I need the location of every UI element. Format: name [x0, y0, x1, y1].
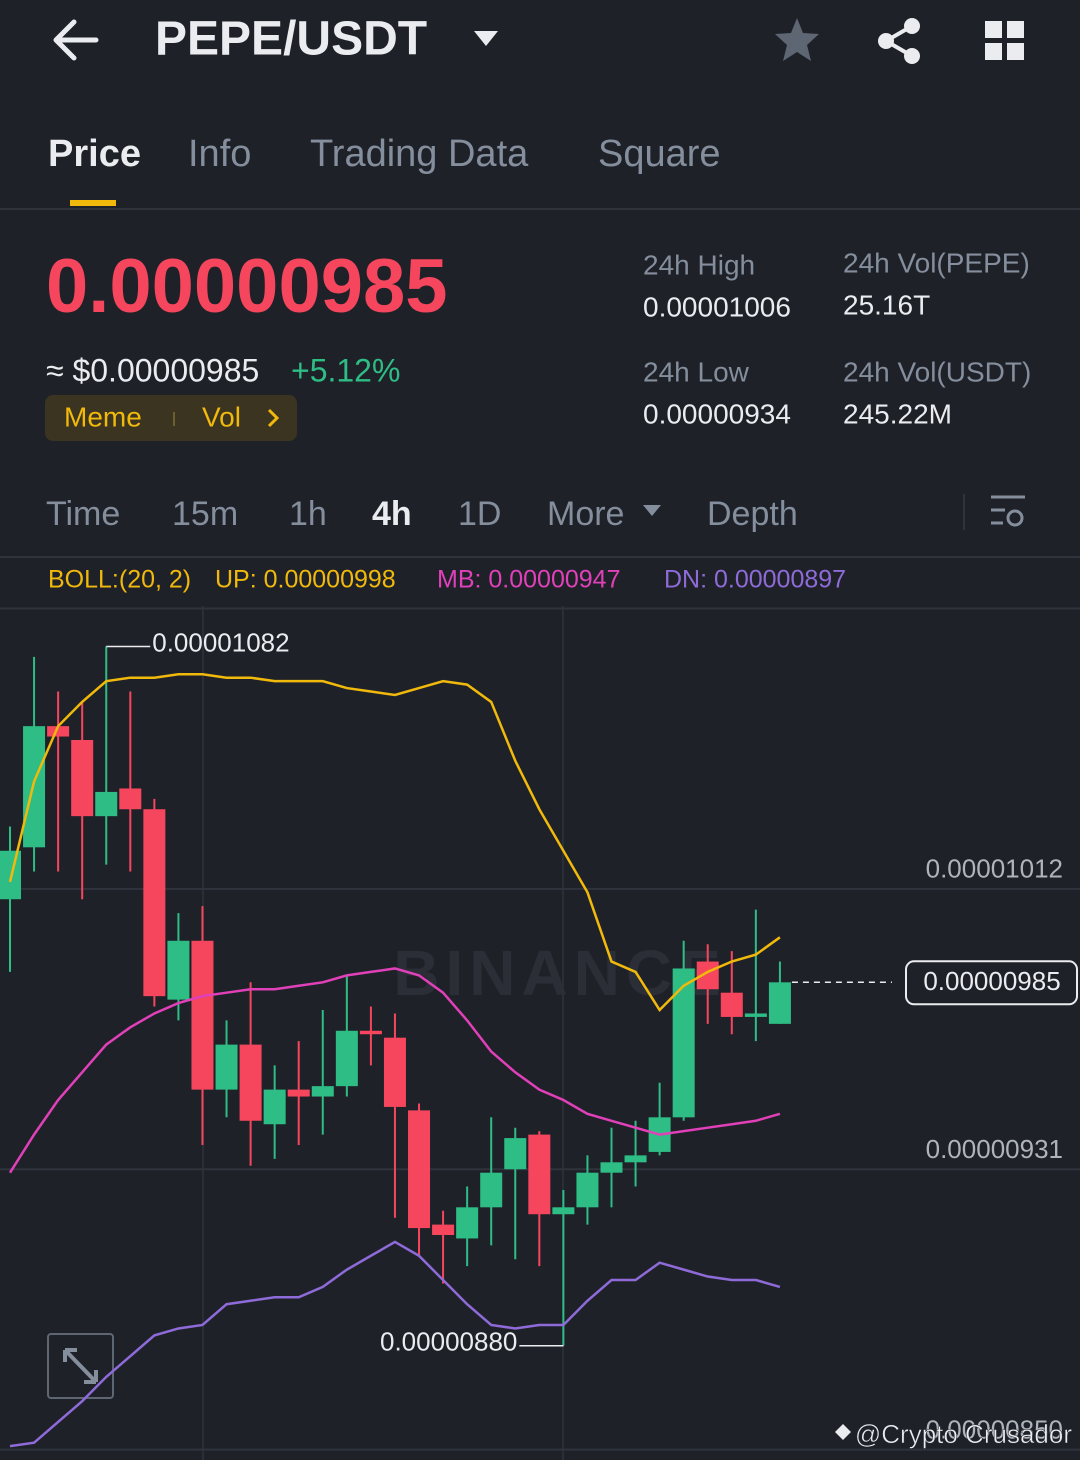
interval[interactable]: 1h: [289, 495, 327, 533]
stat-value: 25.16T: [843, 289, 930, 320]
indicator-label: BOLL:(20, 2): [48, 566, 191, 594]
candle-body: [47, 726, 70, 737]
tag-box[interactable]: [45, 395, 297, 441]
price-change: +5.12%: [291, 352, 400, 388]
stat-value: 245.22M: [843, 398, 952, 429]
candle-body: [456, 1207, 479, 1239]
back-button[interactable]: [53, 19, 99, 61]
y-tick-label: 0.00000931: [926, 1134, 1063, 1164]
legend-entry: UP: 0.00000998: [215, 566, 396, 594]
candle-body: [215, 1044, 238, 1090]
stat-label: 24h Vol(USDT): [843, 356, 1031, 387]
pair-title[interactable]: PEPE/USDT: [155, 13, 427, 66]
boll-line: [8, 967, 781, 1174]
candle-body: [263, 1089, 286, 1125]
low-annotation: 0.00000880: [380, 1327, 517, 1357]
tab[interactable]: Info: [188, 133, 251, 175]
boll-line: [9, 1240, 781, 1448]
expand-button[interactable]: [47, 1333, 114, 1399]
stat-value: 0.00000934: [643, 398, 791, 429]
usd-price: ≈ $0.00000985: [46, 352, 259, 388]
candle-body: [71, 740, 94, 817]
candle-body: [600, 1162, 623, 1173]
last-price: 0.00000985: [46, 244, 448, 329]
stat-value: 0.00001006: [643, 291, 791, 322]
interval[interactable]: 15m: [172, 495, 238, 533]
interval[interactable]: More: [547, 495, 624, 533]
chart: 0.000010930.000010120.000009310.00000850…: [0, 560, 1080, 1460]
candle-body: [576, 1172, 599, 1208]
chart-settings-icon[interactable]: [991, 495, 1025, 527]
tag[interactable]: Vol: [202, 401, 241, 432]
candle-body: [359, 1030, 382, 1035]
stat-label: 24h Low: [643, 356, 750, 387]
more-dropdown[interactable]: [643, 505, 661, 516]
candle-body: [480, 1172, 503, 1208]
candle-body: [552, 1207, 575, 1215]
candle-body: [95, 791, 118, 817]
boll-line: [8, 672, 781, 1012]
candle-body: [335, 1030, 358, 1087]
candle-body: [311, 1086, 334, 1097]
tab[interactable]: Trading Data: [310, 133, 529, 175]
y-tick-label: 0.00000850: [926, 1414, 1063, 1444]
candle-body: [432, 1224, 455, 1235]
candle-body: [383, 1037, 406, 1107]
candle-body: [167, 940, 190, 1000]
share-icon[interactable]: [878, 18, 920, 64]
tab[interactable]: Price: [48, 133, 141, 175]
candle-body: [287, 1089, 310, 1097]
candle-body: [624, 1155, 647, 1163]
candle-body: [720, 992, 743, 1017]
candle-body: [143, 809, 166, 997]
interval[interactable]: 1D: [458, 495, 501, 533]
candle-body: [408, 1110, 431, 1229]
grid-icon[interactable]: [985, 21, 1024, 60]
candle-body: [744, 1013, 767, 1017]
candle-body: [672, 968, 695, 1118]
credit-logo: [835, 1424, 851, 1440]
candle-body: [191, 940, 214, 1090]
candle-body: [528, 1134, 551, 1215]
tag-arrow: [267, 408, 280, 428]
last-price-label: 0.00000985: [923, 966, 1060, 996]
favorite-icon[interactable]: [775, 18, 819, 61]
legend-band: [0, 560, 1080, 606]
candle-body: [768, 982, 791, 1024]
stat-label: 24h High: [643, 249, 755, 280]
interval[interactable]: 4h: [372, 495, 412, 533]
pair-dropdown[interactable]: [474, 31, 498, 46]
high-annotation: 0.00001082: [152, 627, 289, 657]
legend-entry: DN: 0.00000897: [664, 566, 846, 594]
last-price-box: [905, 960, 1078, 1006]
credit: @Crypto Crusador: [855, 1419, 1072, 1449]
candle-body: [239, 1044, 262, 1121]
tag[interactable]: Meme: [64, 401, 142, 432]
legend-entry: MB: 0.00000947: [437, 566, 620, 594]
tab[interactable]: Square: [598, 133, 721, 175]
tab-indicator: [70, 200, 116, 206]
stat-label: 24h Vol(PEPE): [843, 247, 1030, 278]
interval[interactable]: Time: [46, 495, 120, 533]
y-tick-label: 0.00001012: [926, 854, 1063, 884]
candle-body: [504, 1138, 527, 1170]
interval[interactable]: Depth: [707, 495, 798, 533]
candle-body: [119, 788, 142, 810]
